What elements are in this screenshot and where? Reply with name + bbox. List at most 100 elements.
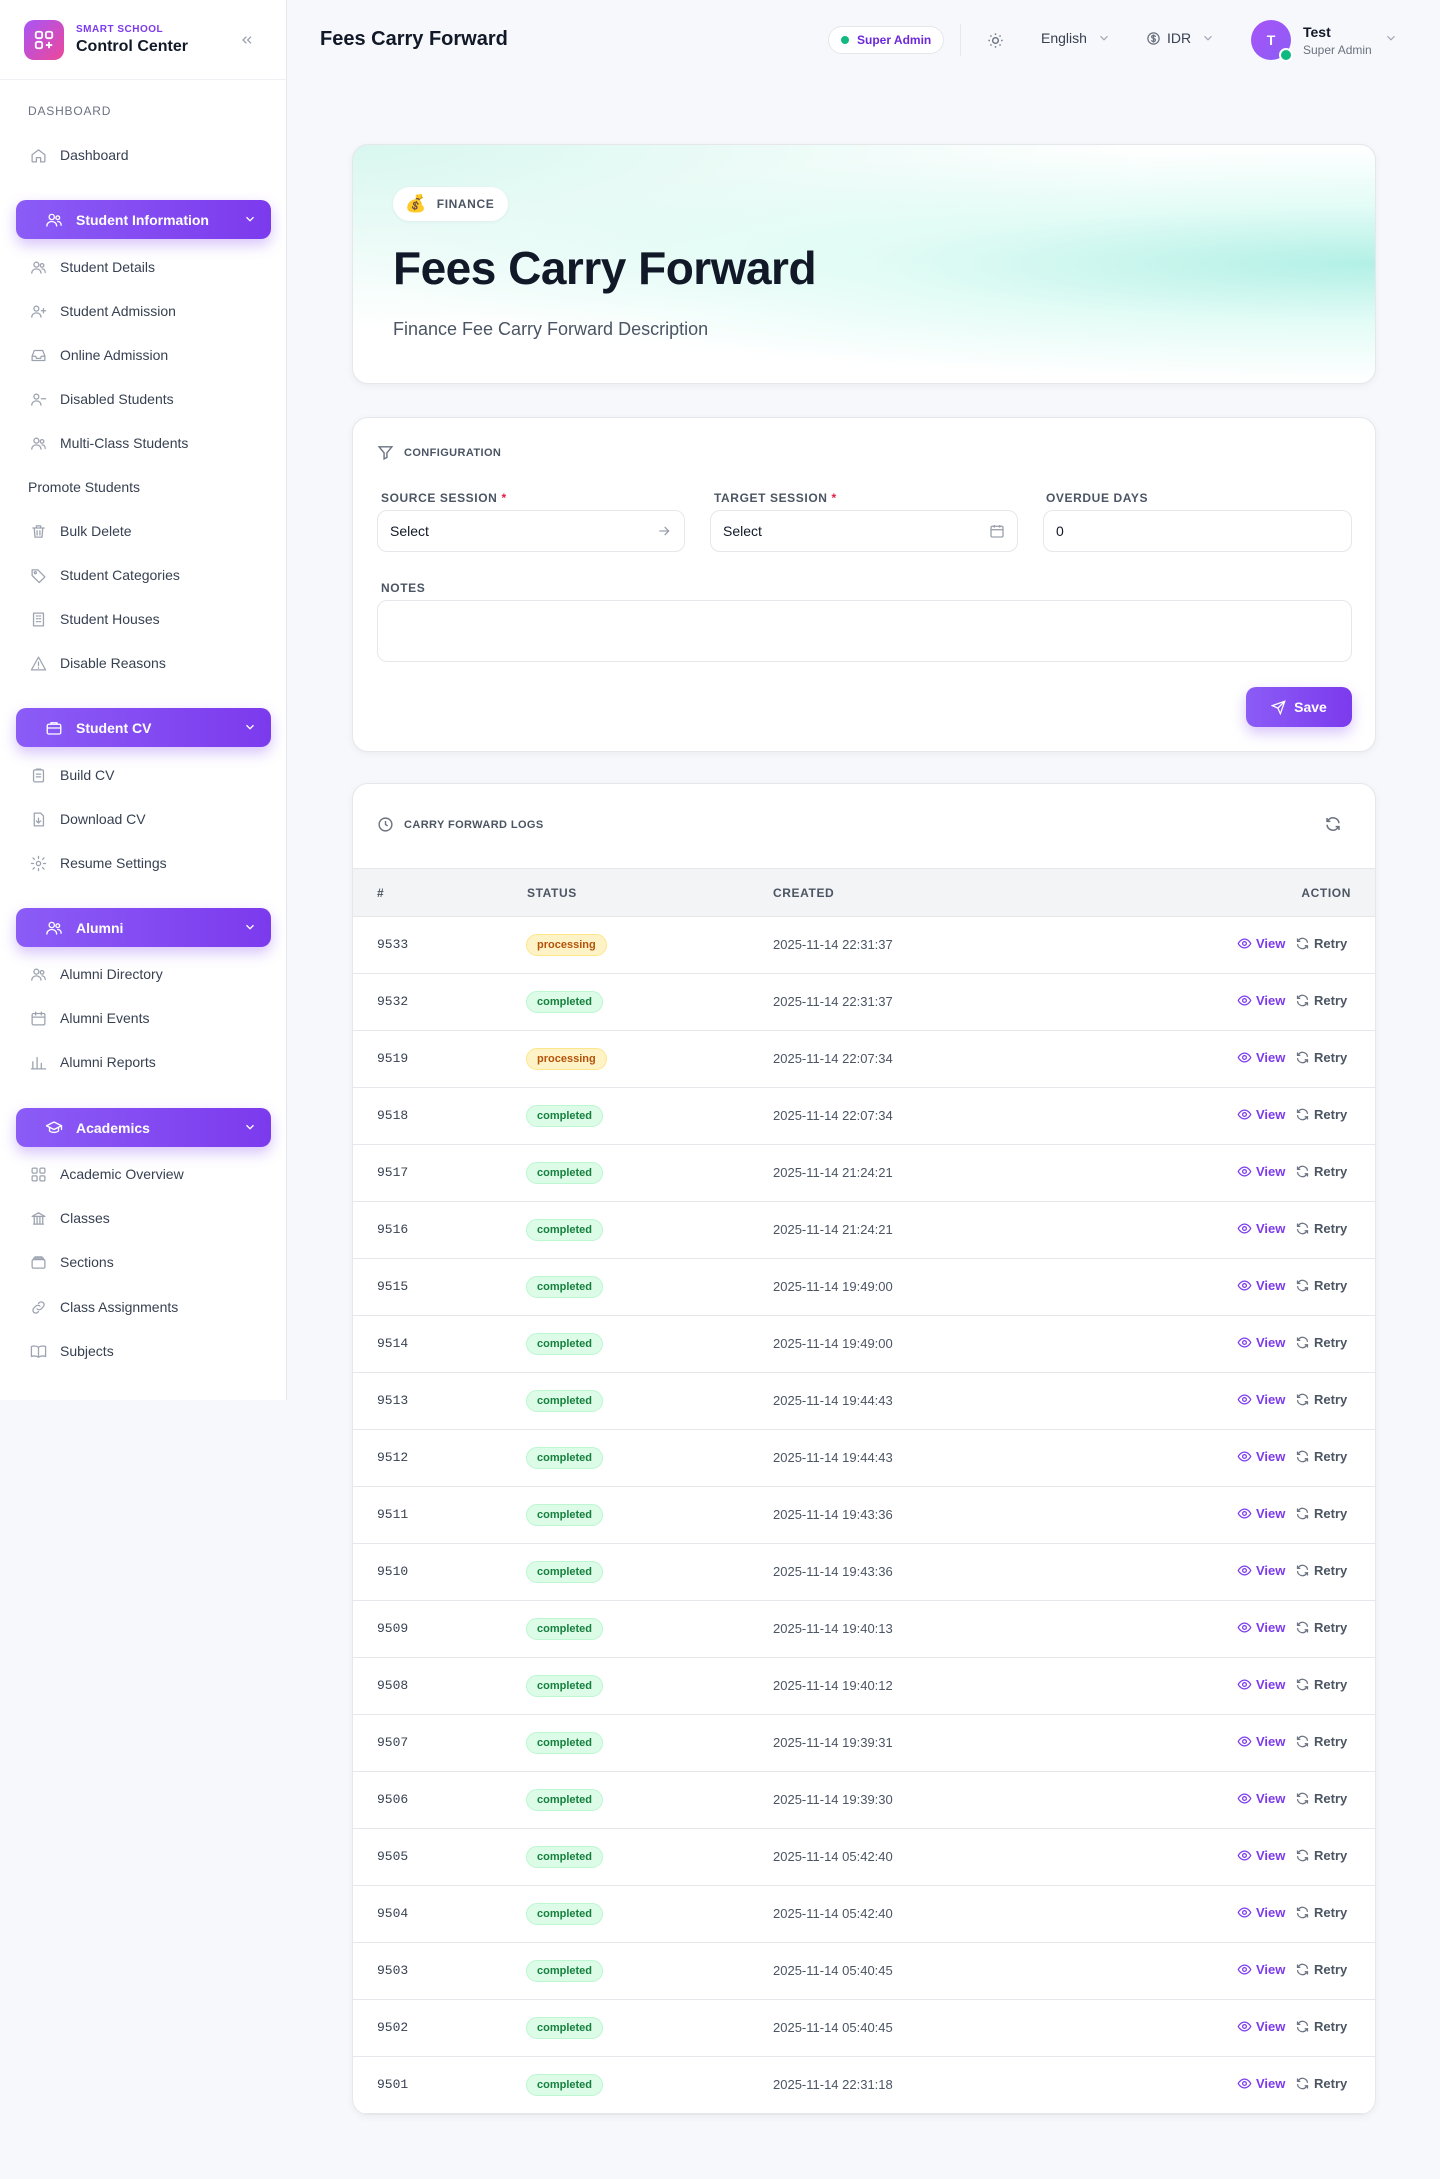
avatar-initial: T — [1266, 32, 1276, 48]
created-at: 2025-11-14 22:31:37 — [773, 994, 893, 1009]
retry-button[interactable]: Retry — [1295, 1620, 1347, 1635]
status-badge: completed — [526, 2074, 604, 2096]
notes-textarea[interactable] — [377, 600, 1352, 662]
sidebar-item-alumni-reports[interactable]: Alumni Reports — [28, 1050, 156, 1074]
retry-button[interactable]: Retry — [1295, 1563, 1347, 1578]
sun-icon — [987, 32, 1003, 48]
log-id: 9510 — [377, 1564, 409, 1579]
sidebar-item-download-cv[interactable]: Download CV — [28, 807, 146, 831]
avatar[interactable]: T — [1251, 20, 1293, 62]
sidebar-item-alumni-events[interactable]: Alumni Events — [28, 1006, 149, 1030]
retry-button[interactable]: Retry — [1295, 1278, 1347, 1293]
overdue-days-input[interactable]: 0 — [1043, 510, 1352, 552]
view-button[interactable]: View — [1237, 1962, 1285, 1977]
sidebar-item-dashboard[interactable]: Dashboard — [28, 143, 129, 167]
sidebar-item-student-details[interactable]: Student Details — [28, 255, 155, 279]
retry-button[interactable]: Retry — [1295, 1791, 1347, 1806]
sidebar-item-resume-settings[interactable]: Resume Settings — [28, 851, 167, 875]
view-button[interactable]: View — [1237, 1050, 1285, 1065]
view-button[interactable]: View — [1237, 1506, 1285, 1521]
view-button[interactable]: View — [1237, 1563, 1285, 1578]
retry-button[interactable]: Retry — [1295, 1506, 1347, 1521]
target-session-select[interactable]: Select — [710, 510, 1018, 552]
retry-button[interactable]: Retry — [1295, 2019, 1347, 2034]
retry-button[interactable]: Retry — [1295, 1449, 1347, 1464]
user-minus-icon — [28, 389, 48, 409]
sidebar-item-multi-class-students[interactable]: Multi-Class Students — [28, 431, 188, 455]
view-button[interactable]: View — [1237, 993, 1285, 1008]
sidebar-item-online-admission[interactable]: Online Admission — [28, 343, 168, 367]
retry-button[interactable]: Retry — [1295, 1848, 1347, 1863]
log-id: 9511 — [377, 1507, 409, 1522]
table-row: 9516 completed 2025-11-14 21:24:21 View Retr… — [353, 1202, 1375, 1259]
view-button[interactable]: View — [1237, 2019, 1285, 2034]
view-button[interactable]: View — [1237, 2076, 1285, 2091]
logs-heading-label: CARRY FORWARD LOGS — [404, 818, 544, 831]
sidebar-item-disable-reasons[interactable]: Disable Reasons — [28, 651, 166, 675]
sidebar-item-academic-overview[interactable]: Academic Overview — [28, 1162, 184, 1186]
collapse-sidebar-button[interactable] — [236, 29, 258, 51]
sidebar-item-alumni-directory[interactable]: Alumni Directory — [28, 962, 163, 986]
view-button[interactable]: View — [1237, 1791, 1285, 1806]
retry-button[interactable]: Retry — [1295, 1221, 1347, 1236]
sidebar-group-alumni[interactable]: Alumni — [16, 908, 271, 947]
sidebar-item-student-admission[interactable]: Student Admission — [28, 299, 176, 323]
sidebar-item-student-houses[interactable]: Student Houses — [28, 607, 160, 631]
sidebar-item-student-categories[interactable]: Student Categories — [28, 563, 180, 587]
created-at: 2025-11-14 05:40:45 — [773, 1963, 893, 1978]
chevron-down-icon — [241, 210, 259, 228]
retry-button[interactable]: Retry — [1295, 2076, 1347, 2091]
created-at: 2025-11-14 05:42:40 — [773, 1849, 893, 1864]
user-menu-toggle[interactable] — [1384, 31, 1398, 45]
view-button[interactable]: View — [1237, 1620, 1285, 1635]
role-badge-label: Super Admin — [857, 33, 932, 47]
log-id: 9515 — [377, 1279, 409, 1294]
sidebar-item-build-cv[interactable]: Build CV — [28, 763, 114, 787]
refresh-button[interactable] — [1321, 812, 1345, 836]
sidebar-item-class-assignments[interactable]: Class Assignments — [28, 1295, 178, 1319]
sidebar-item-sections[interactable]: Sections — [28, 1250, 114, 1274]
log-id: 9504 — [377, 1906, 409, 1921]
sidebar-item-classes[interactable]: Classes — [28, 1206, 110, 1230]
retry-button[interactable]: Retry — [1295, 1734, 1347, 1749]
view-button[interactable]: View — [1237, 1848, 1285, 1863]
view-button[interactable]: View — [1237, 936, 1285, 951]
sidebar-item-bulk-delete[interactable]: Bulk Delete — [28, 519, 132, 543]
retry-button[interactable]: Retry — [1295, 1962, 1347, 1977]
view-button[interactable]: View — [1237, 1221, 1285, 1236]
view-button[interactable]: View — [1237, 1278, 1285, 1293]
trash-icon — [28, 521, 48, 541]
view-button[interactable]: View — [1237, 1335, 1285, 1350]
retry-button[interactable]: Retry — [1295, 1050, 1347, 1065]
currency-selector[interactable]: IDR — [1146, 30, 1215, 46]
view-button[interactable]: View — [1237, 1449, 1285, 1464]
retry-button[interactable]: Retry — [1295, 1164, 1347, 1179]
sidebar-group-academics[interactable]: Academics — [16, 1108, 271, 1147]
status-badge: completed — [526, 1789, 604, 1811]
sidebar-item-disabled-students[interactable]: Disabled Students — [28, 387, 174, 411]
retry-button[interactable]: Retry — [1295, 936, 1347, 951]
sidebar-item-subjects[interactable]: Subjects — [28, 1339, 114, 1363]
view-button[interactable]: View — [1237, 1905, 1285, 1920]
view-button[interactable]: View — [1237, 1677, 1285, 1692]
retry-button[interactable]: Retry — [1295, 1677, 1347, 1692]
retry-button[interactable]: Retry — [1295, 993, 1347, 1008]
sidebar-group-student-cv[interactable]: Student CV — [16, 708, 271, 747]
view-button[interactable]: View — [1237, 1164, 1285, 1179]
sidebar-item-label: Alumni Directory — [60, 966, 163, 982]
retry-button[interactable]: Retry — [1295, 1905, 1347, 1920]
retry-button[interactable]: Retry — [1295, 1107, 1347, 1122]
save-button[interactable]: Save — [1246, 687, 1352, 727]
sidebar-group-student-information[interactable]: Student Information — [16, 200, 271, 239]
source-session-select[interactable]: Select — [377, 510, 685, 552]
retry-button[interactable]: Retry — [1295, 1392, 1347, 1407]
view-button[interactable]: View — [1237, 1392, 1285, 1407]
language-selector[interactable]: English — [1041, 30, 1111, 46]
theme-toggle-button[interactable] — [984, 29, 1006, 51]
sidebar-item-promote-students[interactable]: Promote Students — [28, 475, 140, 499]
refresh-icon — [1326, 817, 1340, 831]
view-button[interactable]: View — [1237, 1107, 1285, 1122]
retry-button[interactable]: Retry — [1295, 1335, 1347, 1350]
view-button[interactable]: View — [1237, 1734, 1285, 1749]
sidebar-item-label: Student Details — [60, 259, 155, 275]
